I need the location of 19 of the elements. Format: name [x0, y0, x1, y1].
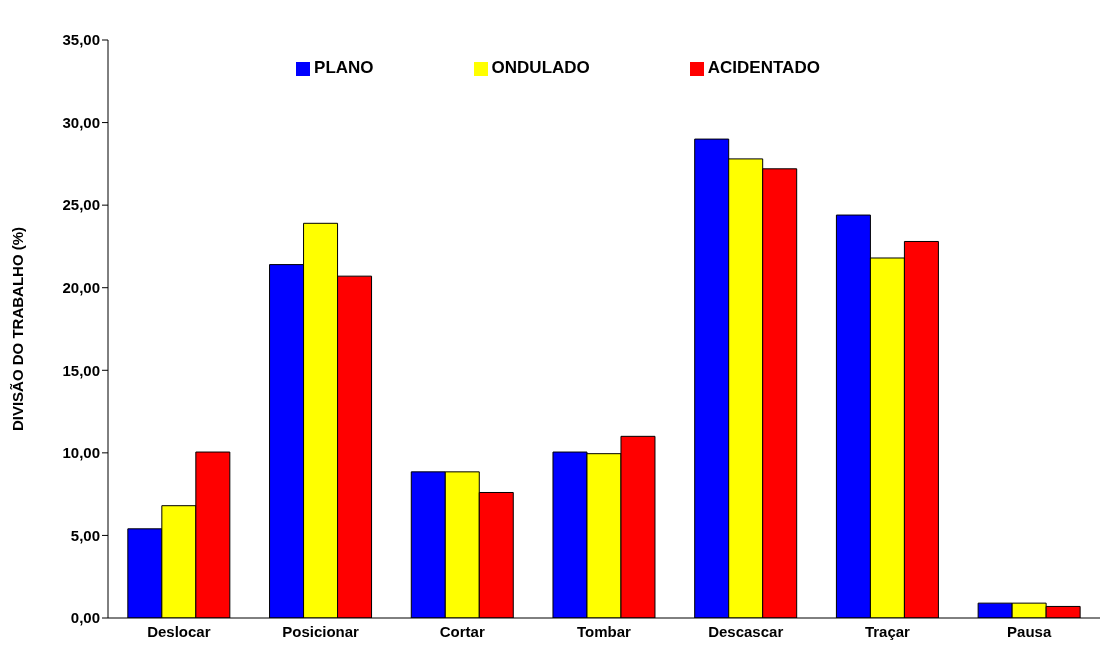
y-tick-label: 25,00 — [62, 196, 100, 214]
legend-label: PLANO — [314, 58, 374, 77]
x-tick-label: Posicionar — [282, 622, 360, 640]
x-tick-label: Deslocar — [147, 622, 211, 640]
x-tick-label: Cortar — [439, 622, 485, 640]
y-tick-label: 35,00 — [62, 31, 100, 49]
y-tick-label: 0,00 — [70, 609, 100, 627]
x-tick-label: Descascar — [708, 622, 784, 640]
x-tick-label: Pausa — [1007, 622, 1052, 640]
y-tick-label: 15,00 — [62, 361, 100, 379]
y-tick-label: 20,00 — [62, 279, 100, 297]
y-axis-title: DIVISÃO DO TRABALHO (%) — [9, 226, 27, 432]
y-tick-label: 30,00 — [62, 113, 100, 131]
x-tick-label: Tombar — [577, 622, 632, 640]
legend-label: ACIDENTADO — [707, 58, 820, 77]
x-tick-label: Traçar — [864, 622, 911, 640]
y-tick-label: 10,00 — [62, 444, 100, 462]
y-tick-label: 5,00 — [70, 526, 100, 544]
legend-label: ONDULADO — [491, 58, 590, 77]
